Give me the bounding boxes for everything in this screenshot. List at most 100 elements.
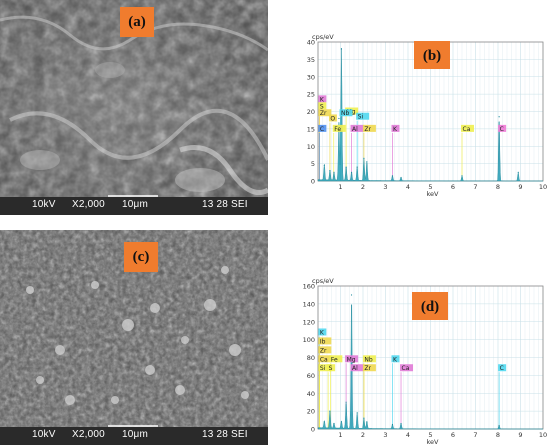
element-tag-text: Nb	[341, 110, 349, 117]
peak-point	[391, 423, 394, 426]
peak-point	[391, 175, 394, 177]
element-tag-bg	[318, 328, 327, 336]
element-tag-nb: Nb	[362, 355, 376, 363]
element-tag-bg	[498, 364, 507, 372]
y-tick-label: 40	[307, 39, 315, 47]
element-tag-text: C	[500, 365, 504, 372]
y-tick-label: 80	[307, 354, 315, 362]
element-tag-bg	[362, 124, 376, 132]
x-tick-label: 8	[496, 183, 500, 191]
y-tick-label: 20	[307, 108, 315, 116]
element-tag-bg	[318, 109, 332, 117]
y-tick-label: 15	[307, 125, 315, 133]
element-tag-text: K	[393, 126, 398, 133]
element-tag-bg	[461, 124, 474, 132]
y-tick-label: 120	[303, 318, 315, 326]
element-tag-bg	[318, 95, 327, 103]
sem-kv-a: 10kV	[32, 199, 56, 210]
peak-point	[323, 164, 325, 166]
x-tick-label: 5	[428, 431, 432, 439]
sem-scale-c: 10μm	[122, 429, 149, 440]
y-tick-label: 30	[307, 73, 315, 81]
eds-chart-b: KSZrOMgNbSiCFeAlZrKCaC051015202530354012…	[307, 33, 547, 198]
sem-mag-a: X2,000	[72, 199, 105, 210]
x-tick-label: 2	[361, 183, 365, 191]
element-tag-text: K	[320, 96, 325, 103]
element-tag-bg	[350, 124, 364, 132]
element-tag-s: S	[318, 102, 327, 110]
x-tick-label: 6	[451, 183, 455, 191]
peak-point	[517, 171, 519, 173]
panel-label-c: (c)	[124, 242, 158, 272]
element-tag-al: Al	[350, 124, 364, 133]
x-tick-label: 9	[518, 183, 522, 191]
element-tag-si: Si	[318, 364, 332, 372]
element-tag-text: Al	[352, 126, 358, 133]
x-axis-label: keV	[427, 190, 440, 198]
element-tag-ca: Ca	[461, 124, 474, 133]
element-tag-text: C	[500, 126, 504, 133]
y-tick-label: 0	[311, 426, 315, 434]
y-tick-label: 100	[303, 336, 315, 344]
element-tag-nb: Nb	[339, 109, 353, 117]
y-tick-label: 40	[307, 390, 315, 398]
spectrum-area	[317, 304, 543, 430]
y-axis-label: cps/eV	[312, 277, 334, 285]
element-tag-bg	[345, 355, 359, 363]
element-tag-bg	[318, 102, 327, 110]
peak-point	[340, 48, 342, 50]
peak-point	[498, 116, 500, 118]
peak-point	[340, 421, 342, 423]
x-tick-label: 1	[338, 431, 342, 439]
y-tick-label: 35	[307, 56, 315, 64]
y-tick-label: 0	[311, 178, 315, 186]
peak-point	[400, 423, 402, 425]
element-tag-bg	[362, 355, 376, 363]
element-tag-ca: Ca	[400, 364, 414, 372]
peak-point	[400, 176, 402, 179]
panel-label-a: (a)	[120, 7, 154, 37]
x-tick-label: 7	[473, 183, 477, 191]
element-tag-bg	[318, 355, 332, 363]
element-tag-text: Zr	[364, 126, 371, 133]
element-tag-si: Si	[356, 112, 370, 121]
x-tick-label: 10	[539, 183, 547, 191]
element-tag-zr: Zr	[318, 346, 332, 354]
element-tag-text: Mg	[347, 356, 356, 363]
sem-scale-a: 10μm	[122, 199, 149, 210]
peak-point	[345, 166, 347, 168]
peak-point	[356, 166, 358, 168]
element-tag-k: K	[391, 124, 400, 133]
peak-point	[323, 421, 325, 423]
x-tick-label: 8	[496, 431, 500, 439]
element-tag-c: C	[318, 124, 327, 133]
element-tag-s: S	[327, 364, 336, 372]
element-tag-k: K	[318, 328, 327, 336]
x-axis-label: keV	[427, 438, 440, 445]
element-tag-bg	[391, 355, 400, 363]
x-tick-label: 3	[383, 183, 387, 191]
element-tag-k: K	[318, 95, 327, 103]
element-tag-text: Nb	[364, 356, 372, 363]
element-tag-text: Zr	[364, 365, 371, 372]
x-tick-label: 1	[338, 183, 342, 191]
element-tag-mg: Mg	[345, 355, 359, 363]
element-tag-text: Ib	[320, 338, 326, 345]
element-tag-bg	[332, 124, 346, 132]
y-tick-label: 60	[307, 372, 315, 380]
element-tag-text: Si	[320, 365, 326, 372]
element-tag-c: C	[498, 124, 507, 133]
element-tag-o: O	[328, 114, 337, 122]
element-tag-bg	[328, 114, 337, 122]
peak-point	[329, 410, 331, 412]
element-tag-k: K	[391, 355, 400, 363]
element-tag-text: Zr	[320, 347, 327, 354]
element-tag-bg	[318, 124, 327, 132]
element-tag-text: Fe	[334, 126, 341, 133]
element-tag-text: Fe	[331, 356, 338, 363]
element-tag-text: K	[320, 329, 325, 336]
peak-point	[363, 417, 365, 419]
peak-point	[366, 161, 368, 163]
y-axis-label: cps/eV	[312, 33, 334, 41]
